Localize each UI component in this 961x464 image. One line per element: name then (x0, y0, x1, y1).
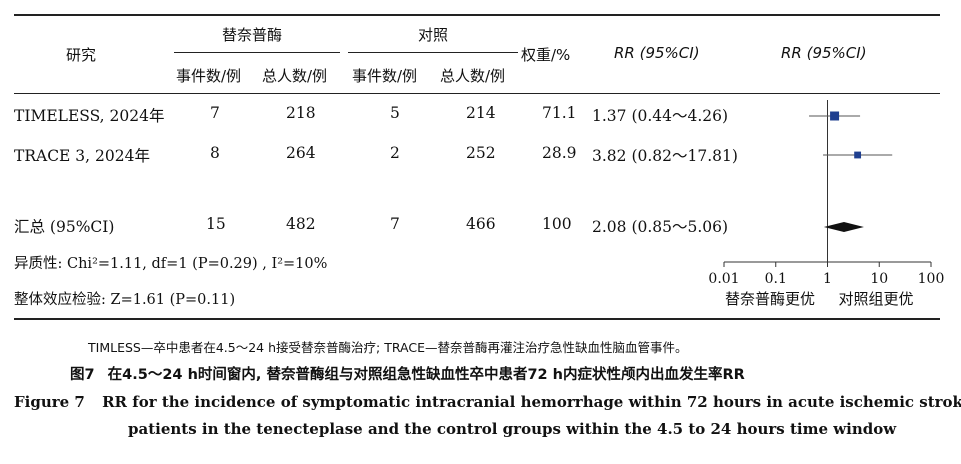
caption-en-line2: patients in the tenecteplase and the con… (128, 420, 897, 438)
caption-en-text-1: RR for the incidence of symptomatic intr… (102, 393, 961, 411)
row-rr-text: 1.37 (0.44～4.26) (592, 107, 729, 125)
header-t-total: 总人数/例 (262, 67, 328, 85)
top-rule (14, 14, 940, 16)
row-study: TRACE 3, 2024年 (14, 147, 150, 165)
header-rr-ci: RR (95%CI) (614, 44, 700, 62)
pooled-weight: 100 (542, 215, 572, 233)
caption-cn-label: 图7 (70, 367, 95, 383)
favours-left-label: 替奈普酶更优 (725, 290, 815, 308)
pooled-t-total: 482 (286, 215, 316, 233)
row-t-events: 8 (210, 144, 220, 162)
row-t-total: 264 (286, 144, 316, 162)
header-c-total: 总人数/例 (440, 67, 506, 85)
row-t-total: 218 (286, 104, 316, 122)
x-axis-tick-label: 0.1 (765, 271, 787, 287)
header-t-events: 事件数/例 (176, 67, 242, 85)
study-point-marker (854, 151, 862, 159)
header-rr-plot: RR (95%CI) (781, 44, 867, 62)
header-control-group: 对照 (418, 26, 449, 44)
row-c-total: 252 (466, 144, 496, 162)
row-rr-text: 3.82 (0.82～17.81) (592, 147, 738, 165)
pooled-study: 汇总 (95%CI) (14, 218, 115, 236)
overall-effect-text: 整体效应检验: Z=1.61 (P=0.11) (14, 292, 236, 308)
x-axis-tick-label: 10 (870, 271, 888, 287)
header-treatment-group: 替奈普酶 (222, 26, 283, 44)
header-c-events: 事件数/例 (352, 67, 418, 85)
heterogeneity-text: 异质性: Chi²=1.11, df=1 (P=0.29) , I²=10% (14, 256, 328, 272)
row-c-events: 2 (390, 144, 400, 162)
row-t-events: 7 (210, 104, 220, 122)
row-weight: 28.9 (542, 144, 577, 162)
header-bottom-rule (14, 93, 940, 94)
abbreviation-note: TIMLESS—卒中患者在4.5～24 h接受替奈普酶治疗; TRACE—替奈普… (88, 340, 688, 355)
pooled-rr-text: 2.08 (0.85～5.06) (592, 218, 729, 236)
x-axis-tick-label: 0.01 (708, 271, 739, 287)
caption-cn-text: 在4.5～24 h时间窗内, 替奈普酶组与对照组急性缺血性卒中患者72 h内症状… (107, 367, 745, 383)
header-weight: 权重/% (521, 46, 571, 64)
row-c-events: 5 (390, 104, 400, 122)
x-axis-tick-label: 100 (918, 271, 945, 287)
pooled-t-events: 15 (206, 215, 226, 233)
header-study: 研究 (66, 46, 97, 64)
pooled-diamond (823, 222, 864, 232)
pooled-c-total: 466 (466, 215, 496, 233)
favours-right-label: 对照组更优 (838, 290, 913, 308)
treatment-group-rule (174, 52, 340, 53)
pooled-c-events: 7 (390, 215, 400, 233)
row-c-total: 214 (466, 104, 496, 122)
x-axis-tick-label: 1 (823, 271, 832, 287)
study-point-marker (830, 111, 840, 121)
bottom-rule (14, 318, 940, 320)
row-study: TIMELESS, 2024年 (14, 107, 165, 125)
caption-cn: 图7 在4.5～24 h时间窗内, 替奈普酶组与对照组急性缺血性卒中患者72 h… (70, 363, 745, 384)
caption-en-line1: Figure 7 RR for the incidence of symptom… (14, 393, 961, 411)
caption-en-label: Figure 7 (14, 393, 85, 411)
control-group-rule (348, 52, 518, 53)
row-weight: 71.1 (542, 104, 577, 122)
